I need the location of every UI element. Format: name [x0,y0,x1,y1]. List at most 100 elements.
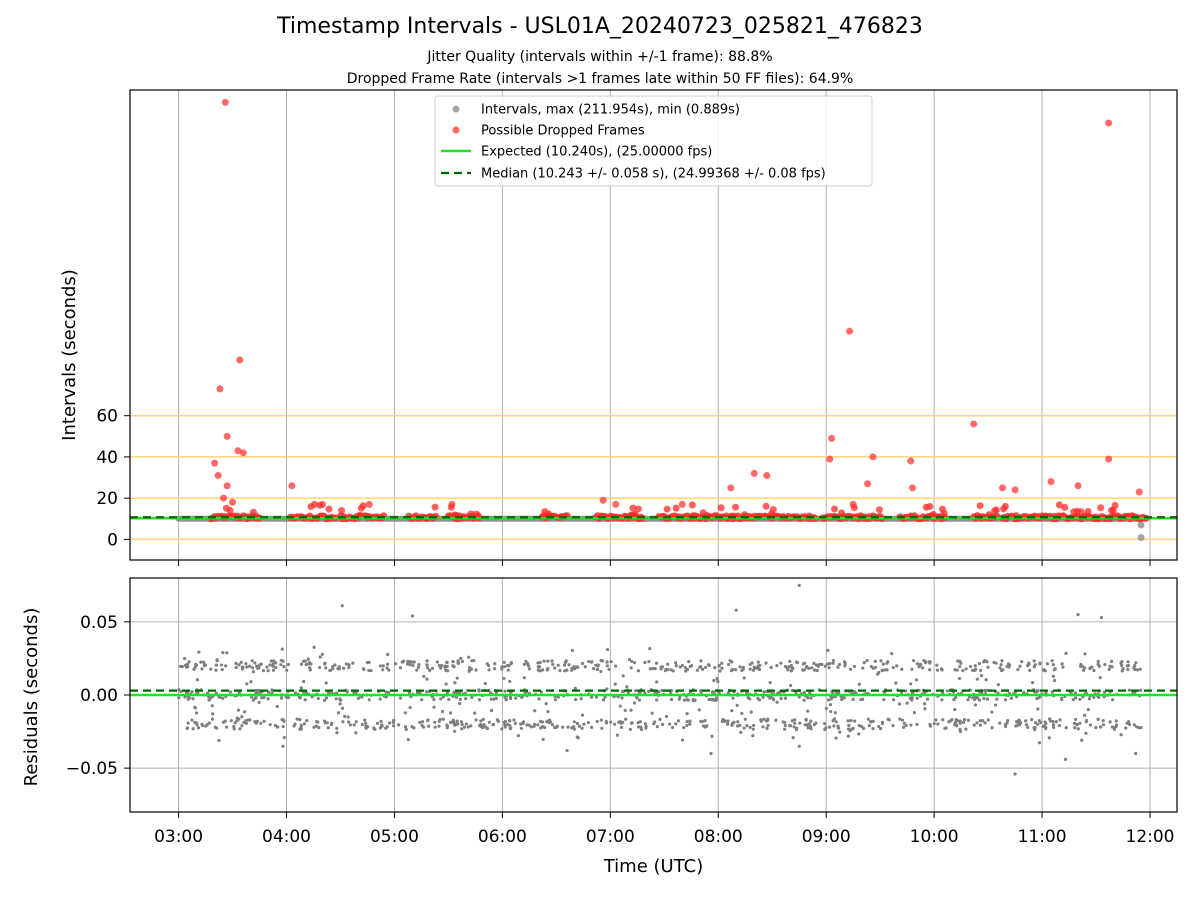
residual-point [455,676,459,680]
residual-point [673,661,678,665]
intervals-reference-lines [130,414,1177,541]
residual-point [676,719,681,723]
residual-point [852,664,857,669]
residual-point [973,703,978,707]
residual-point [427,724,431,728]
residual-point [575,721,580,726]
residual-point [1037,719,1041,723]
residual-point [1043,669,1047,673]
residual-point [439,697,443,701]
residual-point [266,697,270,701]
residual-point [180,664,184,669]
residual-point [977,661,982,666]
residual-point [1098,725,1103,729]
residual-point [1005,664,1009,669]
residual-point [978,723,982,727]
residual-point [422,674,426,679]
residual-point [975,721,979,725]
dropped-frame-point [318,500,326,508]
residual-point [347,663,351,667]
residual-point [904,723,908,728]
residual-point [1096,717,1100,721]
dropped-frame-point [732,503,740,511]
residual-point [910,667,914,671]
residual-point [892,698,896,702]
residual-point [986,665,990,669]
residual-point [444,682,448,686]
residual-point [386,652,390,657]
residual-point [496,719,500,723]
residual-point [583,665,587,669]
residual-point [650,711,654,715]
residual-point [295,717,299,721]
residual-point [788,723,792,728]
residual-point [491,723,495,727]
residual-point [794,691,798,695]
residual-point [814,663,819,667]
residual-point [309,662,313,666]
residual-point [618,720,623,724]
residual-point [701,667,705,671]
residual-point [1016,723,1020,727]
residual-point [244,721,249,725]
x-tick-label: 09:00 [802,827,851,847]
residual-point [902,721,906,725]
residual-point [387,668,391,672]
residual-point [504,698,508,702]
intervals-y-tick-label: 40 [96,448,118,468]
chart-title: Timestamp Intervals - USL01A_20240723_02… [277,14,923,39]
residual-point [425,690,429,694]
residual-point [299,686,303,690]
residual-point [1071,697,1075,702]
residual-point [978,698,982,702]
residual-point [179,689,183,694]
residual-point [565,748,569,753]
intervals-y-tick-label: 60 [96,407,118,427]
residual-point [460,659,465,664]
dropped-frame-point [1105,119,1113,127]
residual-point [542,659,546,663]
dropped-frame-point [846,327,854,335]
residual-point [254,688,258,693]
residual-point [232,724,236,729]
residual-point [265,665,269,669]
residual-point [453,729,457,733]
dropped-frame-point [1084,508,1092,516]
residual-point [472,659,476,663]
residual-point [386,662,390,666]
residual-point [1035,688,1040,693]
residual-point [233,721,237,725]
residuals-series [130,583,1177,776]
residual-point [340,706,345,710]
residual-point [532,722,537,727]
residual-point [905,701,909,705]
residual-point [299,662,304,666]
residual-point [387,690,391,695]
residual-point [807,666,811,671]
residual-point [762,717,766,721]
residual-point [268,663,272,667]
residual-point [928,724,933,728]
residual-point [380,723,384,727]
x-tick-label: 04:00 [262,827,311,847]
residual-point [915,662,920,666]
residual-point [582,722,586,726]
residual-point [686,698,690,702]
dropped-frame-point [688,501,696,509]
residual-point [1000,659,1004,663]
residual-point [550,659,554,663]
residual-point [546,666,550,671]
residual-point [271,664,275,668]
residual-point [999,662,1003,667]
residual-point [600,726,604,730]
residual-point [1078,721,1082,725]
residual-point [923,707,927,711]
residual-point [447,697,451,702]
residual-point [317,725,321,730]
residual-point [337,665,341,669]
residual-point [378,664,382,668]
residual-point [573,686,577,690]
residual-point [408,705,412,710]
x-tick-label: 12:00 [1126,827,1175,847]
residual-point [338,697,342,701]
